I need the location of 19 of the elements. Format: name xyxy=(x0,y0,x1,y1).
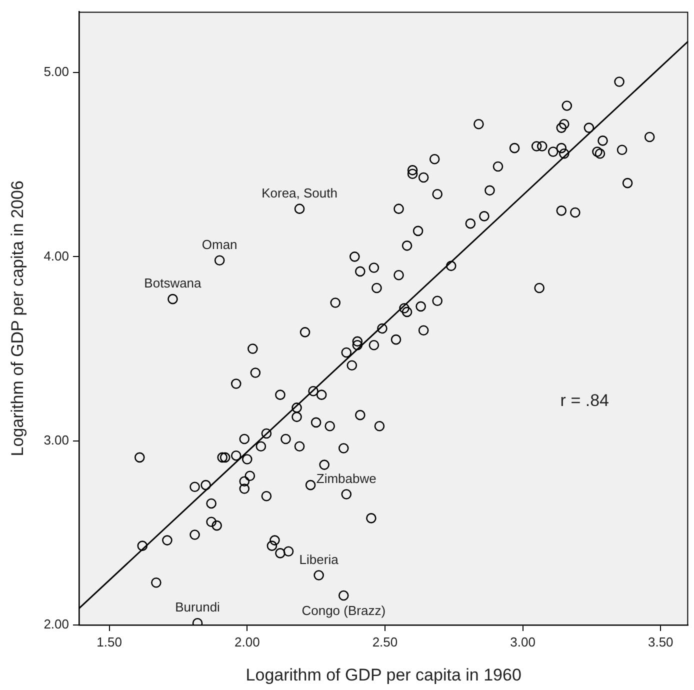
annotation: Liberia xyxy=(299,552,340,567)
x-tick-label: 2.00 xyxy=(234,634,260,650)
y-tick-label: 2.00 xyxy=(44,616,69,632)
y-tick-label: 4.00 xyxy=(44,248,69,264)
x-tick-label: 2.50 xyxy=(372,634,398,650)
annotation: Oman xyxy=(202,236,238,252)
annotation: r = .84 xyxy=(560,390,609,410)
annotation: Zimbabwe xyxy=(316,470,376,486)
annotation: Congo (Brazz) xyxy=(302,603,386,618)
x-tick-label: 1.50 xyxy=(96,634,122,650)
x-axis-title: Logarithm of GDP per capita in 1960 xyxy=(246,665,522,684)
x-tick-label: 3.00 xyxy=(510,634,536,650)
annotation: Botswana xyxy=(144,276,202,291)
x-tick-label: 3.50 xyxy=(648,634,674,650)
y-tick-label: 5.00 xyxy=(44,64,69,80)
y-tick-label: 3.00 xyxy=(44,432,69,448)
y-axis-title: Logarithm of GDP per capita in 2006 xyxy=(8,180,27,456)
annotation: Burundi xyxy=(175,600,220,615)
annotation: Korea, South xyxy=(262,185,338,200)
